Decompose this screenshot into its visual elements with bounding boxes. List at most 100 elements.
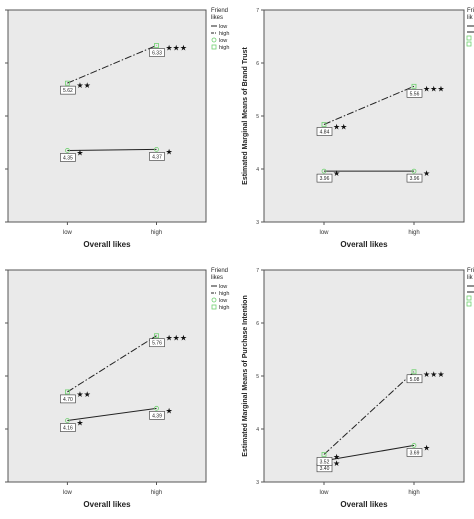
data-label: 3.96 — [320, 176, 330, 182]
data-point-marker — [65, 389, 70, 395]
legend-marker-square — [211, 44, 217, 50]
x-tick-label: low — [319, 230, 329, 236]
data-point-marker — [65, 418, 70, 423]
series-line-low — [323, 444, 415, 462]
x-axis-label: Overall likes — [83, 240, 131, 249]
chart-svg: 3 4 5 6 7 low high Overall likes Estimated Margi… — [242, 268, 474, 509]
y-tick-label: 3 — [256, 480, 259, 486]
data-label-box — [60, 153, 76, 162]
x-tick-label: low — [319, 490, 329, 496]
legend-marker-clipped — [466, 295, 472, 301]
legend-entry-label: low — [219, 284, 227, 290]
significance-stars: ★★ — [333, 122, 347, 131]
x-tick-label: high — [151, 230, 162, 236]
legend-marker-clipped — [466, 41, 472, 47]
y-axis-label: Estimated Marginal Means of Brand Trust — [242, 46, 249, 184]
legend-title: lik — [467, 15, 474, 21]
legend-title: likes — [211, 15, 223, 21]
legend-entry-label: high — [219, 305, 229, 311]
data-label-box — [149, 152, 165, 161]
y-axis-label: Estimated Marginal Means of Purchase Int… — [242, 295, 249, 456]
legend-marker-circle — [211, 37, 217, 43]
legend-title: Frie — [467, 268, 474, 274]
legend-title: likes — [211, 275, 223, 281]
chart-panel-bottom-right: 3 4 5 6 7 low high Overall likes Estimated Margi… — [237, 260, 474, 519]
data-label-box — [406, 374, 423, 384]
y-tick-label: 5 — [256, 114, 259, 120]
significance-stars: ★ — [76, 148, 83, 157]
data-point-marker — [321, 168, 327, 174]
data-label-box — [149, 48, 165, 57]
data-label: 5.08 — [410, 377, 420, 383]
legend-title: Friend — [211, 268, 228, 274]
plot-area — [263, 269, 465, 483]
legend-marker-square — [211, 304, 217, 310]
data-label: 4.35 — [63, 155, 73, 161]
data-point-marker — [321, 122, 327, 127]
y-tick-label: 7 — [256, 268, 259, 274]
y-tick-label: 6 — [256, 321, 259, 327]
significance-stars: ★★★ — [423, 84, 445, 93]
significance-stars: ★★ — [76, 81, 90, 90]
legend-title: Fri — [467, 8, 474, 14]
data-label-box — [406, 173, 423, 183]
data-label: 4.37 — [152, 154, 162, 160]
significance-stars: ★ — [166, 406, 173, 415]
data-label-box — [316, 127, 333, 136]
data-label: 4.16 — [63, 426, 73, 432]
y-tick-label: 4 — [256, 427, 259, 433]
data-label-box — [316, 173, 333, 183]
data-point-marker — [411, 83, 417, 89]
significance-stars: ★★★ — [166, 334, 188, 343]
significance-stars: ★ — [333, 169, 340, 178]
data-label: 6.33 — [152, 51, 162, 57]
legend-entry-label: low — [219, 38, 227, 44]
plot-area — [263, 9, 465, 223]
data-label: 3.69 — [410, 450, 420, 456]
x-tick-label: low — [63, 490, 73, 496]
x-tick-label: low — [63, 230, 73, 236]
data-point-marker — [411, 168, 417, 174]
data-point-marker — [411, 369, 417, 375]
data-point-marker — [154, 333, 159, 339]
data-label: 4.39 — [152, 413, 162, 419]
chart-panel-bottom-left: low high Overall likes 4.16 ★ 4.39 ★ 4.70 ★★ 5.76… — [0, 260, 237, 519]
chart-panel-top-right: 3 4 5 6 7 low high Overall likes Estimated Margi… — [237, 0, 474, 259]
data-point-marker — [154, 405, 159, 411]
legend-entry-label: high — [219, 31, 229, 37]
x-tick-label: high — [408, 490, 419, 496]
series-line-high — [67, 335, 157, 393]
data-label-box — [406, 448, 423, 457]
data-label-box — [149, 338, 165, 348]
x-axis-label: Overall likes — [83, 500, 131, 509]
data-label: 3.96 — [410, 176, 420, 182]
data-label-box — [60, 423, 76, 432]
data-label-box — [60, 85, 76, 95]
significance-stars: ★★ — [76, 390, 90, 399]
legend-entry-label: low — [219, 24, 227, 30]
series-line-high — [323, 371, 415, 455]
legend-entry-label: low — [219, 298, 227, 304]
data-point-marker — [65, 80, 70, 86]
series-line-low — [67, 407, 157, 422]
legend-marker-clipped — [466, 301, 472, 307]
significance-stars: ★ — [166, 147, 173, 156]
x-axis-label: Overall likes — [340, 500, 388, 509]
legend-entry-label: high — [219, 291, 229, 297]
plot-area — [7, 9, 207, 223]
data-label: 5.76 — [152, 341, 162, 347]
legend-marker-clipped — [466, 35, 472, 41]
data-point-marker — [154, 146, 159, 152]
data-label-box — [60, 394, 76, 404]
y-tick-label: 3 — [256, 220, 259, 226]
data-point-marker — [65, 148, 70, 153]
significance-stars: ★ — [333, 459, 340, 468]
data-point-marker — [321, 452, 327, 457]
data-label-box — [149, 411, 165, 420]
data-label: 5.56 — [410, 91, 420, 97]
series-line-low — [67, 148, 157, 151]
x-tick-label: high — [408, 230, 419, 236]
data-label: 4.84 — [320, 129, 330, 135]
y-tick-label: 4 — [256, 167, 259, 173]
